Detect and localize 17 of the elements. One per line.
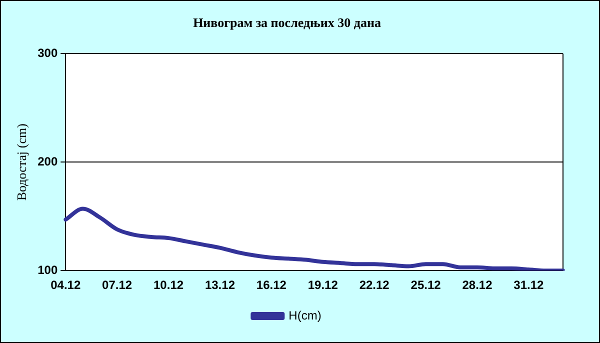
line-series — [64, 206, 565, 271]
x-tick-label: 07.12 — [102, 278, 132, 292]
legend-label: H(cm) — [288, 308, 322, 322]
y-axis-title: Водостај (cm) — [14, 124, 30, 201]
x-tick-label: 13.12 — [204, 278, 236, 292]
x-tick-label: 19.12 — [308, 278, 338, 292]
chart-title: Нивограм за последњих 30 дана — [193, 15, 382, 30]
x-tick-label: 16.12 — [256, 278, 287, 292]
y-tick-label: 200 — [38, 154, 58, 168]
x-tick-label: 28.12 — [462, 278, 493, 292]
y-tick-label: 100 — [38, 262, 58, 277]
x-tick-label: 22.12 — [359, 278, 390, 292]
x-tick-label: 25.12 — [410, 278, 442, 292]
y-tick-label: 300 — [38, 46, 58, 60]
x-tick-label: 10.12 — [154, 278, 184, 292]
x-tick-label: 04.12 — [50, 278, 81, 292]
x-tick-label: 31.12 — [514, 278, 544, 292]
